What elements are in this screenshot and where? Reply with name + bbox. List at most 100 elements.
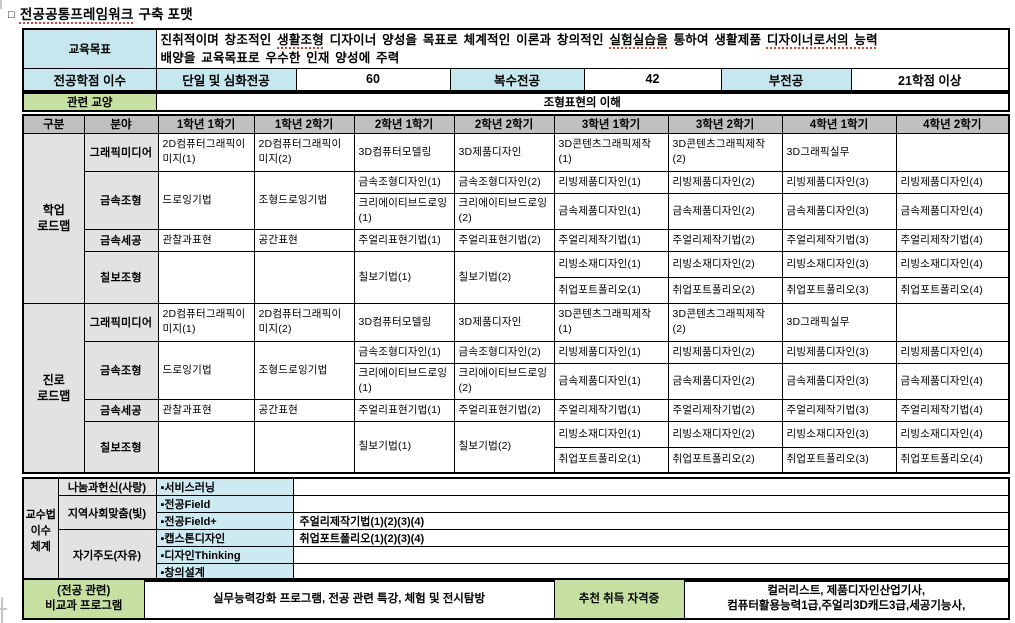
teaching-group-cell: 나눔과헌신(사랑) [57, 477, 157, 496]
course-cell: 금속조형디자인(2) [453, 340, 555, 364]
course-cell: 3D콘텐츠그래픽제작(1) [553, 132, 669, 172]
course-cell [157, 250, 255, 304]
education-goal-text-cell: 진취적이며 창조적인 생활조형 디자이너 양성을 목표로 체계적인 이론과 창의… [155, 28, 1010, 69]
section-label-line: 로드맵 [37, 219, 71, 233]
course-cell: 2D컴퓨터그래픽이미지(1) [157, 302, 255, 342]
double-major-value-cell: 42 [583, 68, 722, 91]
course-cell: 취업포트폴리오(3) [781, 276, 897, 304]
course-cell: 칠보기법(1) [353, 420, 455, 474]
course-cell: 리빙소재디자인(4) [895, 250, 1010, 278]
certificates-line: 컴퓨터활용능력1급,주얼리3D캐드3급,세공기능사, [727, 600, 966, 612]
course-cell: 크리에이티브드로잉(2) [453, 192, 555, 230]
course-cell: 리빙제품디자인(4) [895, 340, 1010, 364]
field-label-cell: 칠보조형 [83, 250, 159, 304]
minor-value-cell: 21학점 이상 [850, 68, 1010, 91]
course-cell: 2D컴퓨터그래픽이미지(1) [157, 132, 255, 172]
single-major-label-cell: 단일 및 심화전공 [155, 68, 297, 91]
course-cell [253, 420, 355, 474]
course-cell: 주얼리제작기법(4) [895, 228, 1010, 252]
section-label-cell-career: 진로 로드맵 [22, 302, 85, 474]
course-cell [895, 302, 1010, 342]
course-cell: 취업포트폴리오(4) [895, 446, 1010, 474]
goal-seg-underlined: 생활조형 [277, 33, 324, 47]
course-cell: 조형드로잉기법 [253, 170, 355, 230]
extracurricular-table: (전공 관련) 비교과 프로그램 실무능력강화 프로그램, 전공 관련 특강, … [22, 578, 1010, 620]
certificates-label-cell: 추천 취득 자격증 [553, 578, 685, 620]
teaching-header-line: 이수 [30, 524, 51, 537]
section-label-line: 로드맵 [37, 388, 71, 403]
course-cell: 리빙제품디자인(1) [553, 170, 669, 194]
course-cell: 금속제품디자인(3) [781, 362, 897, 400]
teaching-group-cell: 지역사회맞춤(빛) [57, 495, 157, 530]
education-goal-line1: 진취적이며 창조적인 생활조형 디자이너 양성을 목표로 체계적인 이론과 창의… [161, 31, 1005, 49]
course-cell: 금속제품디자인(2) [667, 362, 783, 400]
teaching-group-cell: 자기주도(자유) [57, 529, 157, 582]
teaching-bullet-cell: ▪서비스러닝 [155, 477, 294, 496]
course-cell: 주얼리표현기법(1) [353, 228, 455, 252]
course-cell: 취업포트폴리오(1) [553, 276, 669, 304]
course-cell: 취업포트폴리오(2) [667, 446, 783, 474]
credit-completion-label-cell: 전공학점 이수 [22, 68, 157, 91]
teaching-content-cell [292, 495, 1010, 513]
teaching-content-cell: 주얼리제작기법(1)(2)(3)(4) [292, 512, 1010, 530]
extracurricular-label-line: 비교과 프로그램 [45, 600, 123, 612]
title-suffix-text: 구축 포맷 [138, 7, 193, 22]
course-cell: 리빙소재디자인(3) [781, 250, 897, 278]
course-cell: 3D그래픽실무 [781, 302, 897, 342]
goal-seg: 진취적이며 창조적인 [160, 33, 278, 47]
teaching-method-table: 교수법 이수 체계 나눔과헌신(사랑) ▪서비스러닝 지역사회맞춤(빛) ▪전공… [22, 477, 1010, 582]
teaching-bullet-cell: ▪전공Field [155, 495, 294, 513]
roadmap-header-cell: 2학년 1학기 [353, 114, 455, 134]
course-cell: 크리에이티브드로잉(1) [353, 192, 455, 230]
course-cell: 리빙제품디자인(2) [667, 170, 783, 194]
course-cell: 3D컴퓨터모델링 [353, 132, 455, 172]
page-edge-artifact-tick [0, 608, 7, 610]
course-cell: 취업포트폴리오(4) [895, 276, 1010, 304]
teaching-bullet-cell: ▪디자인Thinking [155, 546, 294, 564]
course-cell: 3D컴퓨터모델링 [353, 302, 455, 342]
goal-seg: 디자이너 양성을 목표로 체계적인 이론과 창의적인 [323, 33, 610, 47]
teaching-content-cell: 취업포트폴리오(1)(2)(3)(4) [292, 529, 1010, 547]
course-cell: 크리에이티브드로잉(1) [353, 362, 455, 400]
field-label-cell: 금속조형 [83, 170, 159, 230]
course-cell: 리빙소재디자인(1) [553, 420, 669, 448]
education-goal-table: 교육목표 진취적이며 창조적인 생활조형 디자이너 양성을 목표로 체계적인 이… [22, 28, 1010, 92]
course-cell: 주얼리제작기법(3) [781, 398, 897, 422]
single-major-value-cell: 60 [295, 68, 451, 91]
course-cell: 3D제품디자인 [453, 132, 555, 172]
course-cell: 금속제품디자인(4) [895, 362, 1010, 400]
roadmap-header-cell: 1학년 1학기 [157, 114, 255, 134]
course-cell: 관찰과표현 [157, 398, 255, 422]
teaching-bullet-cell: ▪캡스톤디자인 [155, 529, 294, 547]
course-cell [895, 132, 1010, 172]
course-cell: 2D컴퓨터그래픽이미지(2) [253, 132, 355, 172]
section-label-cell-academic: 학업 로드맵 [22, 132, 85, 304]
extracurricular-label-line: (전공 관련) [57, 585, 111, 597]
certificates-content-cell: 컬러리스트, 제품디자인산업기사, 컴퓨터활용능력1급,주얼리3D캐드3급,세공… [683, 578, 1010, 620]
double-major-label-cell: 복수전공 [449, 68, 585, 91]
roadmap-header-cell: 3학년 2학기 [667, 114, 783, 134]
course-cell: 관찰과표현 [157, 228, 255, 252]
roadmap-header-cell: 2학년 2학기 [453, 114, 555, 134]
roadmap-header-cell: 3학년 1학기 [553, 114, 669, 134]
course-cell: 금속제품디자인(1) [553, 192, 669, 230]
course-cell: 공간표현 [253, 228, 355, 252]
course-cell: 2D컴퓨터그래픽이미지(2) [253, 302, 355, 342]
course-cell: 리빙소재디자인(2) [667, 420, 783, 448]
course-cell: 금속제품디자인(4) [895, 192, 1010, 230]
section-label-line: 진로 [42, 372, 65, 387]
related-liberal-arts-table: 관련 교양 조형표현의 이해 [22, 92, 1010, 112]
course-cell: 리빙소재디자인(4) [895, 420, 1010, 448]
teaching-header-line: 교수법 [25, 508, 56, 521]
course-cell: 리빙소재디자인(3) [781, 420, 897, 448]
field-label-cell: 금속세공 [83, 228, 159, 252]
title-square-icon: □ [8, 9, 15, 21]
course-cell: 취업포트폴리오(2) [667, 276, 783, 304]
field-label-cell: 금속조형 [83, 340, 159, 400]
course-cell: 금속조형디자인(1) [353, 340, 455, 364]
related-liberal-arts-label-cell: 관련 교양 [22, 92, 157, 112]
education-goal-label-cell: 교육목표 [22, 28, 157, 69]
course-cell: 금속제품디자인(1) [553, 362, 669, 400]
course-cell: 금속제품디자인(3) [781, 192, 897, 230]
course-cell: 3D콘텐츠그래픽제작(2) [667, 132, 783, 172]
